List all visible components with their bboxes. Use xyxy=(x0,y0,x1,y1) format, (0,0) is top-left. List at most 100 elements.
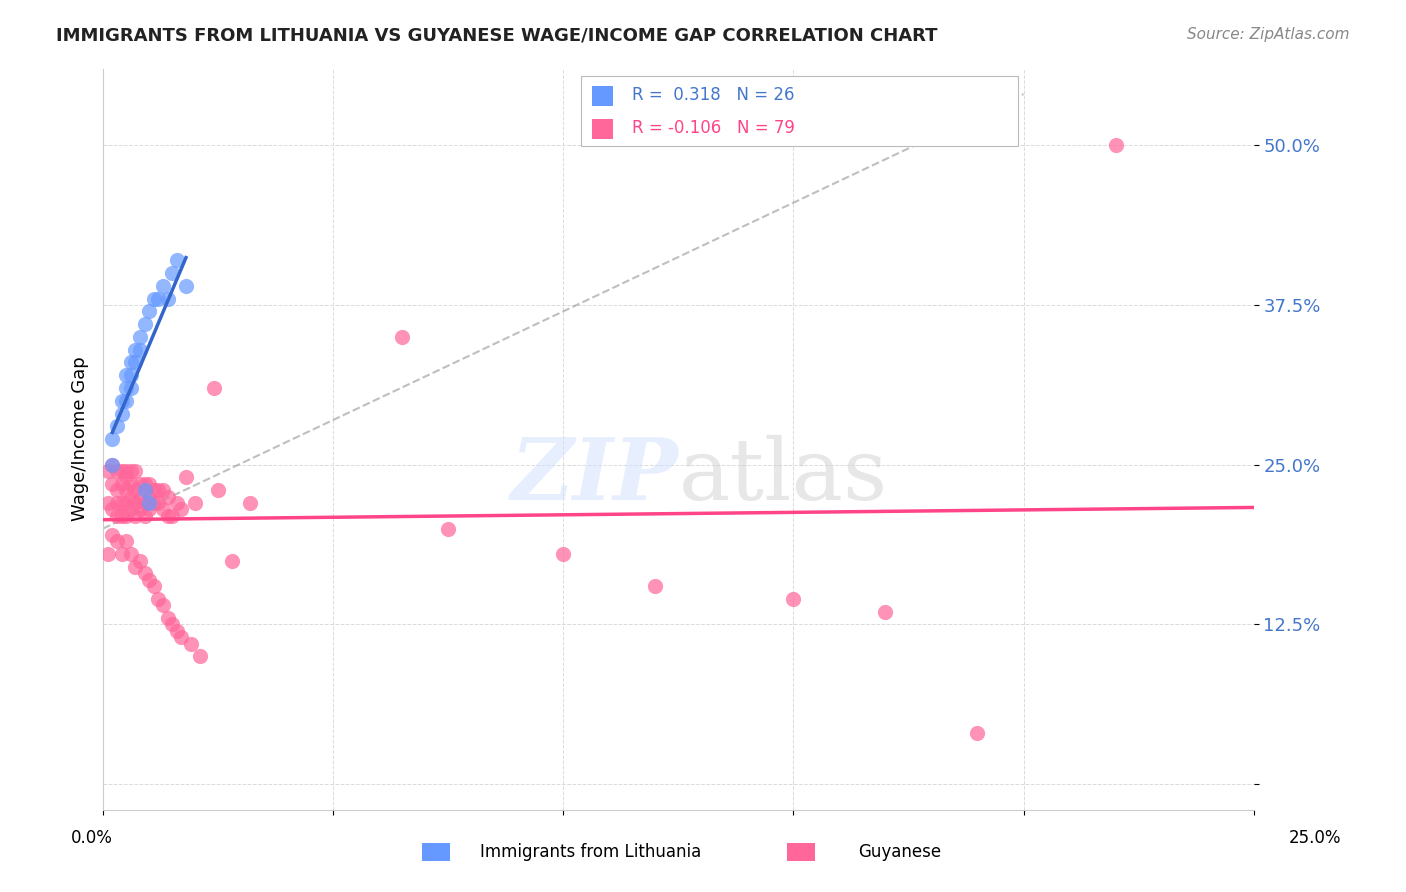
Point xyxy=(134,508,156,523)
Point xyxy=(115,483,138,498)
Point xyxy=(105,508,128,523)
Point xyxy=(138,502,160,516)
Point xyxy=(97,464,120,478)
Point xyxy=(101,432,124,446)
Point xyxy=(129,502,152,516)
Point xyxy=(120,355,142,369)
Point xyxy=(110,476,132,491)
FancyBboxPatch shape xyxy=(592,86,613,105)
Point xyxy=(97,496,120,510)
Point xyxy=(174,278,197,293)
Point xyxy=(101,502,124,516)
Point xyxy=(156,508,179,523)
Point xyxy=(148,483,170,498)
Point xyxy=(124,508,146,523)
Point xyxy=(120,502,142,516)
Point xyxy=(115,393,138,408)
Point xyxy=(166,496,188,510)
Point xyxy=(115,368,138,383)
Point xyxy=(437,522,460,536)
Point xyxy=(115,534,138,549)
Text: R = -0.106   N = 79: R = -0.106 N = 79 xyxy=(614,114,778,132)
Point xyxy=(115,464,138,478)
Point xyxy=(160,508,183,523)
Point xyxy=(142,496,165,510)
Point xyxy=(105,534,128,549)
Point xyxy=(105,464,128,478)
Point xyxy=(644,579,666,593)
Point xyxy=(239,496,262,510)
Point xyxy=(966,726,988,740)
Text: Guyanese: Guyanese xyxy=(858,843,942,861)
Point xyxy=(129,490,152,504)
Point xyxy=(1104,138,1126,153)
Point xyxy=(124,560,146,574)
Point xyxy=(101,458,124,472)
Point xyxy=(124,483,146,498)
Point xyxy=(129,330,152,344)
Text: IMMIGRANTS FROM LITHUANIA VS GUYANESE WAGE/INCOME GAP CORRELATION CHART: IMMIGRANTS FROM LITHUANIA VS GUYANESE WA… xyxy=(56,27,938,45)
Point xyxy=(120,381,142,395)
Point xyxy=(138,490,160,504)
Point xyxy=(156,611,179,625)
Point xyxy=(782,591,804,606)
Point xyxy=(105,483,128,498)
Point xyxy=(148,496,170,510)
Point xyxy=(124,343,146,357)
Text: Source: ZipAtlas.com: Source: ZipAtlas.com xyxy=(1187,27,1350,42)
Point xyxy=(129,476,152,491)
Point xyxy=(124,496,146,510)
Y-axis label: Wage/Income Gap: Wage/Income Gap xyxy=(72,357,89,522)
Text: R =  0.318   N = 26: R = 0.318 N = 26 xyxy=(614,88,778,106)
Point xyxy=(110,496,132,510)
Point xyxy=(134,317,156,331)
Point xyxy=(170,630,193,644)
Point xyxy=(202,381,225,395)
Point xyxy=(142,292,165,306)
Text: Immigrants from Lithuania: Immigrants from Lithuania xyxy=(479,843,702,861)
Point xyxy=(134,476,156,491)
Text: atlas: atlas xyxy=(678,434,887,517)
FancyBboxPatch shape xyxy=(581,76,1018,146)
Text: R =  0.318   N = 26: R = 0.318 N = 26 xyxy=(633,86,794,103)
Point xyxy=(101,476,124,491)
Point xyxy=(166,253,188,268)
Point xyxy=(152,599,174,613)
Point xyxy=(142,579,165,593)
Point xyxy=(115,470,138,484)
Text: ZIP: ZIP xyxy=(510,434,678,518)
Point xyxy=(148,292,170,306)
Point xyxy=(129,553,152,567)
Point xyxy=(134,496,156,510)
Point xyxy=(142,483,165,498)
Point xyxy=(152,502,174,516)
Point xyxy=(152,483,174,498)
Point xyxy=(184,496,207,510)
Point xyxy=(553,547,575,561)
Point xyxy=(105,496,128,510)
Point xyxy=(152,278,174,293)
Point xyxy=(115,496,138,510)
Point xyxy=(156,292,179,306)
Point xyxy=(875,605,897,619)
Point xyxy=(110,393,132,408)
Point xyxy=(124,464,146,478)
Point xyxy=(207,483,229,498)
Point xyxy=(160,617,183,632)
Point xyxy=(101,458,124,472)
Point xyxy=(120,368,142,383)
Point xyxy=(166,624,188,638)
Point xyxy=(120,464,142,478)
Point xyxy=(110,464,132,478)
Point xyxy=(101,528,124,542)
Point xyxy=(120,490,142,504)
Point xyxy=(134,566,156,581)
Point xyxy=(180,636,202,650)
Point xyxy=(148,591,170,606)
Point xyxy=(129,343,152,357)
Point xyxy=(110,407,132,421)
Point xyxy=(110,508,132,523)
Point xyxy=(221,553,243,567)
Point xyxy=(97,547,120,561)
Point xyxy=(138,476,160,491)
